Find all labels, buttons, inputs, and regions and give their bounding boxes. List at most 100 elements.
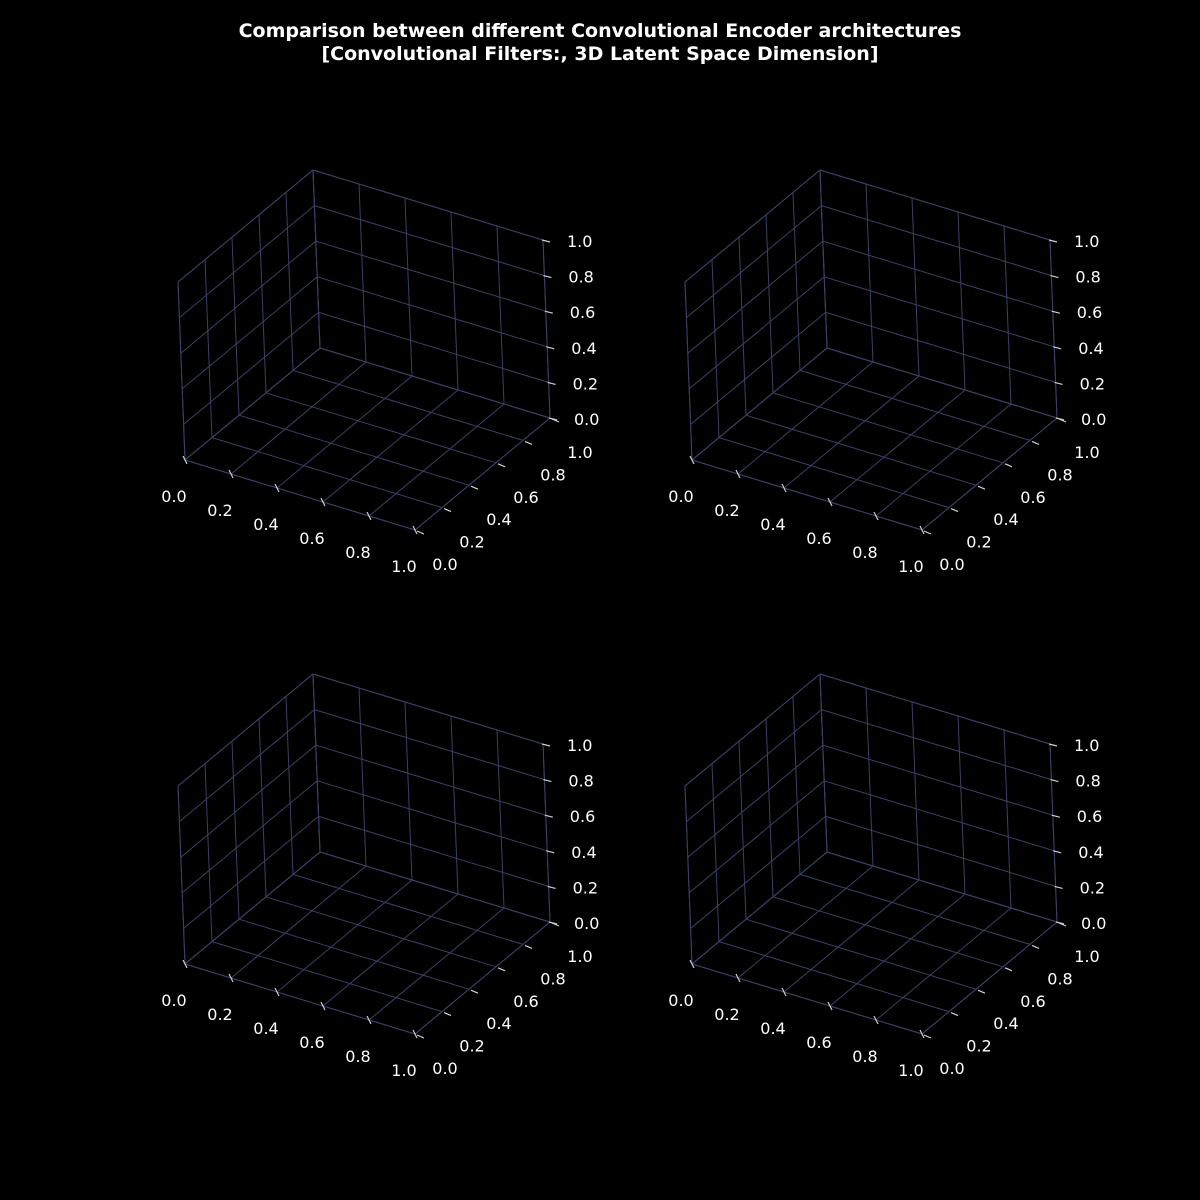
- grid-line-y-wall: [258, 214, 267, 393]
- z-tick-mark: [1054, 885, 1063, 889]
- grid-line-y-wall: [231, 741, 240, 920]
- grid-line-x-wall: [911, 197, 920, 377]
- y-tick-mark: [977, 989, 986, 994]
- grid-line-z-back-wall: [314, 709, 545, 781]
- z-tick-label: 0.8: [1075, 268, 1100, 287]
- grid-line-x-floor: [276, 879, 413, 993]
- grid-line-z-left-wall: [688, 276, 825, 390]
- x-tick-mark: [320, 1001, 326, 1011]
- z-tick-label: 0.2: [573, 374, 598, 393]
- y-tick-label: 0.0: [939, 1059, 964, 1078]
- grid-line-x-wall: [865, 183, 874, 363]
- grid-line-y-wall: [312, 169, 321, 349]
- y-tick-mark: [497, 967, 506, 972]
- grid-line-x-floor: [230, 361, 367, 475]
- z-tick-mark: [1051, 814, 1060, 818]
- x-tick-mark: [827, 1001, 833, 1011]
- grid-line-z-back-wall: [826, 347, 1058, 419]
- grid-line-x-wall: [1003, 225, 1012, 405]
- grid-line-y-floor: [745, 918, 977, 990]
- grid-line-z-left-wall: [686, 709, 822, 822]
- grid-line-y-wall: [819, 169, 828, 349]
- z-tick-mark: [546, 346, 555, 350]
- x-tick-label: 0.8: [345, 543, 370, 562]
- grid-line-x-floor: [414, 921, 551, 1035]
- grid-line-y-wall: [177, 281, 186, 461]
- grid-line-y-floor: [238, 918, 470, 990]
- y-tick-mark: [923, 1034, 932, 1039]
- grid-line-z-back-wall: [319, 347, 551, 419]
- grid-line-x-floor: [921, 921, 1058, 1035]
- y-tick-mark: [1004, 967, 1013, 972]
- x-tick-label: 1.0: [898, 557, 923, 576]
- subplot-1: 0.00.20.40.60.81.0 0.00.20.40.60.81.00.00…: [161, 169, 599, 576]
- z-tick-mark: [1053, 850, 1062, 854]
- grid-line-z-left-wall: [690, 816, 826, 929]
- grid-line-x-floor: [829, 389, 966, 503]
- grid-line-x-floor: [414, 417, 551, 531]
- x-tick-label: 1.0: [391, 1061, 416, 1080]
- z-tick-mark: [543, 275, 552, 279]
- grid-line-z-back-wall: [318, 311, 549, 383]
- x-tick-label: 0.8: [852, 1047, 877, 1066]
- z-tick-label: 0.6: [1077, 303, 1102, 322]
- grid-line-y-floor: [184, 963, 416, 1035]
- grid-line-z-left-wall: [688, 780, 825, 894]
- grid-line-x-floor: [737, 361, 874, 475]
- grid-line-x-wall: [1003, 729, 1012, 909]
- grid-line-y-floor: [772, 392, 1004, 464]
- grid-line-z-back-wall: [824, 780, 1055, 852]
- grid-line-y-floor: [184, 459, 416, 531]
- grid-line-z-back-wall: [822, 744, 1053, 816]
- grid-line-y-wall: [258, 718, 267, 897]
- figure-title-line-2: [Convolutional Filters:, 3D Latent Space…: [321, 43, 879, 65]
- z-tick-label: 0.4: [1078, 843, 1103, 862]
- y-tick-label: 0.6: [513, 488, 538, 507]
- x-tick-mark: [412, 1029, 418, 1039]
- grid-line-z-back-wall: [318, 815, 549, 887]
- grid-line-x-floor: [875, 907, 1012, 1021]
- x-tick-mark: [274, 987, 280, 997]
- y-tick-label: 1.0: [1074, 947, 1099, 966]
- z-tick-label: 0.0: [1081, 914, 1106, 933]
- y-tick-label: 0.2: [966, 1037, 991, 1056]
- grid-line-x-floor: [783, 879, 920, 993]
- grid-line-y-floor: [745, 414, 977, 486]
- grid-line-z-back-wall: [821, 205, 1052, 277]
- grid-line-z-left-wall: [687, 240, 824, 354]
- grid-line-z-left-wall: [179, 709, 315, 822]
- grid-line-y-wall: [738, 237, 747, 416]
- z-tick-mark: [1053, 346, 1062, 350]
- grid-line-y-floor: [718, 437, 950, 509]
- z-tick-label: 0.6: [570, 807, 595, 826]
- z-tick-label: 0.6: [570, 303, 595, 322]
- grid-line-z-back-wall: [819, 673, 1051, 745]
- grid-line-x-floor: [322, 389, 459, 503]
- grid-line-z-left-wall: [177, 673, 314, 787]
- z-tick-label: 0.2: [1080, 374, 1105, 393]
- z-tick-mark: [1048, 239, 1058, 243]
- grid-line-y-floor: [238, 414, 470, 486]
- x-tick-label: 0.4: [253, 1019, 278, 1038]
- z-tick-mark: [541, 743, 551, 747]
- figure-title-line-1: Comparison between different Convolution…: [238, 20, 962, 42]
- y-tick-label: 0.8: [540, 969, 565, 988]
- z-tick-label: 0.4: [1078, 339, 1103, 358]
- x-tick-label: 0.6: [299, 529, 324, 548]
- grid-line-z-left-wall: [180, 744, 317, 858]
- grid-line-z-back-wall: [312, 169, 544, 241]
- x-tick-mark: [689, 959, 695, 969]
- grid-line-y-wall: [738, 741, 747, 920]
- grid-line-x-wall: [542, 743, 551, 923]
- grid-line-y-wall: [765, 718, 774, 897]
- grid-line-y-floor: [211, 941, 443, 1013]
- x-tick-mark: [228, 973, 234, 983]
- x-tick-mark: [919, 525, 925, 535]
- z-tick-mark: [1050, 275, 1059, 279]
- grid-line-y-wall: [285, 696, 294, 875]
- z-tick-mark: [1048, 743, 1058, 747]
- y-tick-label: 0.8: [540, 465, 565, 484]
- z-tick-mark: [544, 814, 553, 818]
- grid-line-x-wall: [450, 715, 459, 895]
- grid-line-y-wall: [231, 237, 240, 416]
